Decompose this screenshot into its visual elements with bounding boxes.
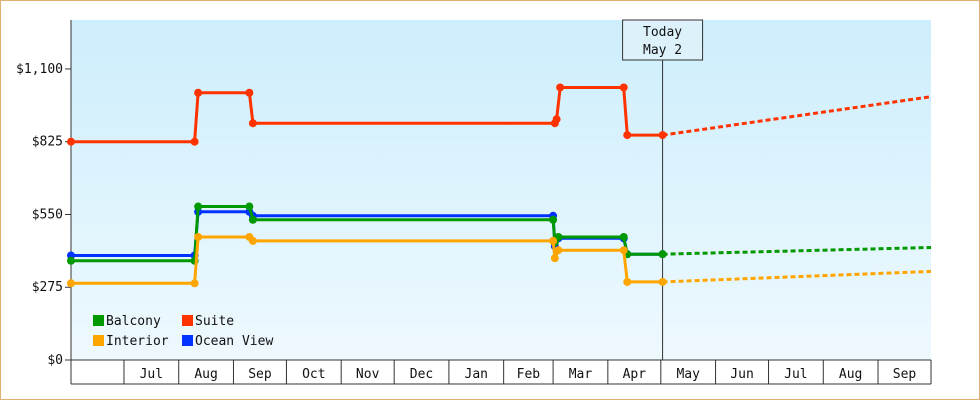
suite-projection-line [662,95,932,137]
y-tick-label: $275 [32,280,63,295]
balcony-data-point [248,215,257,224]
today-label: Today [643,25,682,40]
suite-legend-label: Suite [195,314,234,329]
today-box [622,19,704,61]
x-tick-label: Jan [465,367,488,382]
balcony-legend-label: Balcony [106,314,161,329]
x-tick-label: Jul [140,367,163,382]
interior-data-point [623,277,632,286]
interior-data-point [619,246,628,255]
suite-data-point [67,137,75,146]
x-tick-label: Aug [194,367,217,382]
interior-data-point [554,246,563,255]
today-marker: Today May 2 [622,19,704,360]
interior-data-point [549,236,558,245]
suite-legend-swatch [182,315,193,326]
y-tick-label: $550 [32,207,63,222]
interior-data-point [248,236,257,245]
balcony-data-point [67,256,75,265]
suite-data-point [556,83,565,92]
interior-data-point [190,279,199,288]
x-tick-label: Feb [517,367,541,382]
balcony-data-point [619,232,628,241]
x-tick-label: May [676,367,700,382]
x-tick-label: Jun [730,367,753,382]
y-tick-label: $825 [32,135,63,150]
balcony-legend-swatch [93,315,104,326]
plot-background [71,20,931,360]
x-axis: Jul Aug Sep Oct Nov Dec Jan Feb Mar Apr May Jun Jul A… [71,359,932,385]
x-tick-label: Sep [893,367,917,382]
y-tick-label: $1,100 [16,62,63,77]
balcony-data-point [549,215,558,224]
legend: Balcony Suite Interior Ocean View [93,314,273,349]
suite-data-point [619,83,628,92]
balcony-data-point [245,202,254,211]
balcony-data-point [194,202,203,211]
y-tick-label: $0 [47,353,63,368]
suite-data-point [190,137,199,146]
x-tick-label: Aug [839,367,862,382]
x-tick-label: Apr [623,367,647,382]
suite-data-point [194,88,203,97]
suite-data-point [245,88,254,97]
series-lines [67,83,932,288]
x-tick-label: Mar [569,367,593,382]
interior-legend-swatch [93,335,104,346]
suite-data-point [623,131,632,140]
balcony-data-point [658,250,667,259]
today-date: May 2 [643,43,682,58]
x-tick-label: Nov [356,367,380,382]
interior-data-point [67,279,75,288]
interior-projection-line [662,269,932,284]
suite-data-point [248,119,257,128]
ocean-view-legend-swatch [182,335,193,346]
interior-data-point [550,254,559,263]
balcony-projection-line [662,246,932,256]
x-tick-label: Sep [248,367,272,382]
suite-data-point [658,131,667,140]
x-tick-label: Dec [410,367,433,382]
ocean-view-legend-label: Ocean View [195,334,273,349]
suite-data-point [552,115,561,124]
x-tick-label: Jul [784,367,807,382]
interior-legend-label: Interior [106,334,169,349]
y-axis: $0 $275 $550 $825 $1,100 [16,20,72,384]
x-tick-label: Oct [302,367,325,382]
interior-data-point [658,277,667,286]
interior-data-point [194,232,203,241]
